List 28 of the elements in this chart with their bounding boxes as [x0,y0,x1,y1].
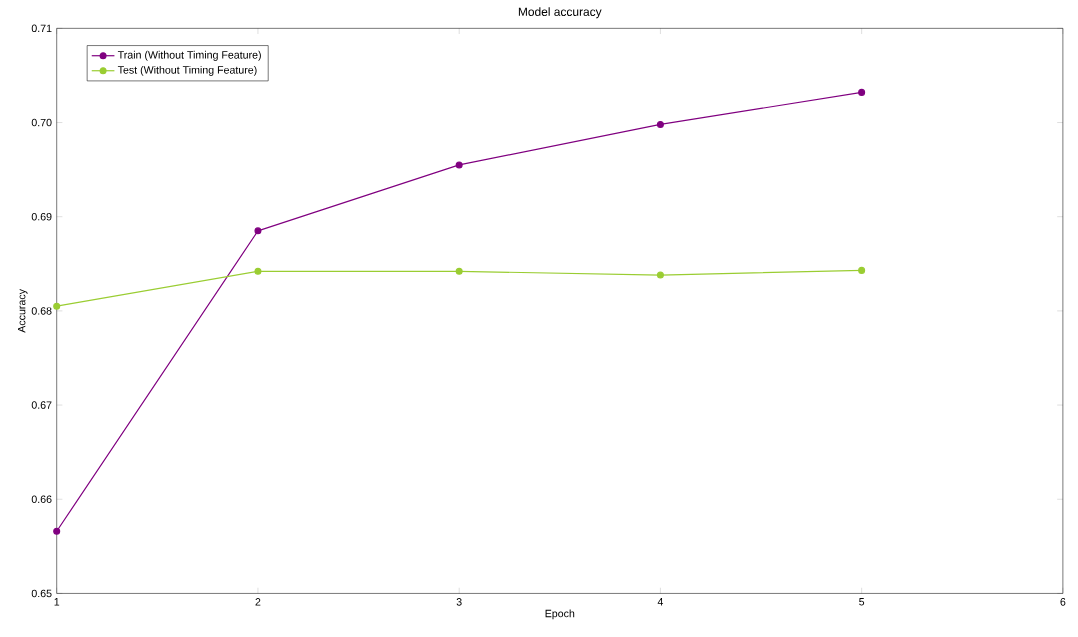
x-tick-label: 1 [54,598,60,606]
point [254,227,262,235]
point [254,267,262,275]
point [455,161,463,169]
point [656,271,664,279]
point [455,267,463,275]
point [656,120,664,128]
x-tick-label: 6 [1060,598,1066,606]
legend-label: Train (Without Timing Feature) [117,50,261,61]
x-axis-title: Epoch [545,609,575,620]
x-tick-label: 4 [657,598,664,606]
point [858,266,866,274]
legend-label: Test (Without Timing Feature) [117,65,257,76]
y-tick-label: 0.70 [31,118,52,127]
y-tick-label: 0.65 [31,589,52,598]
x-tick-label: 5 [859,598,865,606]
x-tick-label: 2 [255,598,261,606]
point [53,527,61,535]
chart-title: Model accuracy [518,7,602,19]
y-tick-label: 0.67 [31,401,52,409]
y-tick-label: 0.68 [31,307,52,315]
y-tick-label: 0.66 [31,495,52,504]
point [858,88,866,96]
y-tick-label: 0.71 [31,24,52,33]
y-tick-label: 0.69 [31,213,52,221]
point [53,302,61,310]
y-axis-title: Accuracy [18,289,28,333]
x-tick-label: 3 [456,598,462,606]
